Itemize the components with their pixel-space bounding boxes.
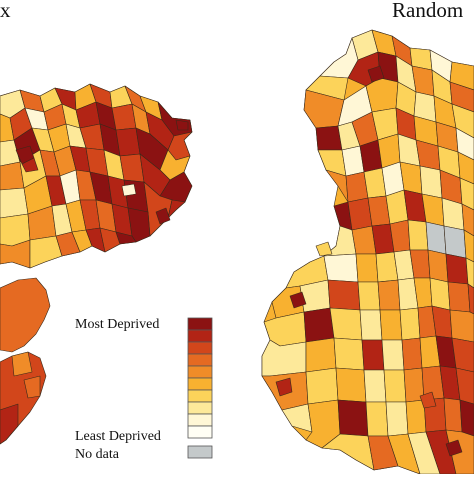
legend-swatch-10 xyxy=(187,425,213,439)
left-region xyxy=(0,403,19,445)
right-region xyxy=(299,279,331,313)
right-region xyxy=(315,125,343,151)
right-region xyxy=(399,307,421,341)
right-region xyxy=(429,277,451,311)
left-region xyxy=(23,375,41,399)
right-urban-cluster xyxy=(367,65,385,83)
left-urban-cluster xyxy=(155,207,171,225)
right-region xyxy=(459,399,474,437)
right-region xyxy=(459,177,474,211)
right-urban-cluster xyxy=(289,291,307,309)
left-map-title: x xyxy=(0,0,11,22)
legend-swatch-4 xyxy=(187,353,213,367)
legend-scale xyxy=(187,317,213,459)
left-region xyxy=(167,199,186,219)
right-region xyxy=(385,401,409,437)
right-region xyxy=(407,219,429,251)
right-region xyxy=(443,397,463,433)
legend-swatch-7 xyxy=(187,389,213,403)
legend-swatch-9 xyxy=(187,413,213,427)
right-region xyxy=(365,77,399,113)
right-region xyxy=(443,225,467,259)
right-region xyxy=(457,151,474,185)
right-urban-cluster xyxy=(419,391,437,409)
right-region xyxy=(261,339,307,377)
right-region xyxy=(455,367,474,405)
right-region xyxy=(305,367,339,405)
right-region xyxy=(455,127,474,161)
right-region xyxy=(463,229,474,263)
right-region xyxy=(451,103,474,139)
right-region xyxy=(401,337,423,371)
left-map xyxy=(0,83,193,445)
right-region xyxy=(329,307,363,341)
right-region xyxy=(451,337,474,373)
left-region xyxy=(0,187,29,219)
right-region xyxy=(381,339,405,371)
right-region xyxy=(427,249,449,283)
right-region xyxy=(465,257,474,289)
right-region xyxy=(379,309,403,341)
left-region xyxy=(11,351,33,377)
right-region xyxy=(419,165,443,199)
right-region xyxy=(365,401,389,437)
left-region xyxy=(115,231,137,245)
legend-swatch-8 xyxy=(187,401,213,415)
left-urban-cluster xyxy=(121,183,137,197)
right-region xyxy=(449,61,474,91)
right-region xyxy=(303,307,335,343)
right-region xyxy=(361,339,385,371)
left-urban-cluster xyxy=(175,119,189,131)
right-region xyxy=(449,309,474,343)
right-region xyxy=(305,337,337,373)
legend-swatch-no-data xyxy=(187,445,213,459)
right-region xyxy=(357,281,381,311)
left-region xyxy=(29,235,63,269)
right-region xyxy=(363,369,387,403)
right-region xyxy=(333,337,365,371)
right-urban-cluster xyxy=(315,241,333,257)
right-region xyxy=(377,279,401,311)
right-region xyxy=(425,221,447,255)
right-region xyxy=(355,253,379,283)
right-region xyxy=(359,309,383,341)
right-region xyxy=(467,283,474,315)
right-region xyxy=(323,253,359,283)
legend-swatch-6 xyxy=(187,377,213,391)
right-region xyxy=(337,399,369,437)
right-region xyxy=(335,367,367,403)
right-region xyxy=(449,81,474,113)
right-map-title: Random xyxy=(392,0,464,22)
legend-swatch-2 xyxy=(187,329,213,343)
left-region xyxy=(127,207,151,243)
right-region xyxy=(445,253,469,285)
right-region xyxy=(447,281,471,313)
left-peninsula xyxy=(0,277,51,353)
legend-swatch-3 xyxy=(187,341,213,355)
right-urban-cluster xyxy=(275,377,293,397)
right-region xyxy=(461,203,474,237)
left-urban-cluster xyxy=(21,157,39,173)
right-region xyxy=(383,369,407,403)
right-map xyxy=(261,29,474,475)
legend-swatch-5 xyxy=(187,365,213,379)
right-region xyxy=(327,279,361,311)
right-urban-cluster xyxy=(445,439,463,457)
legend-swatch-1 xyxy=(187,317,213,331)
